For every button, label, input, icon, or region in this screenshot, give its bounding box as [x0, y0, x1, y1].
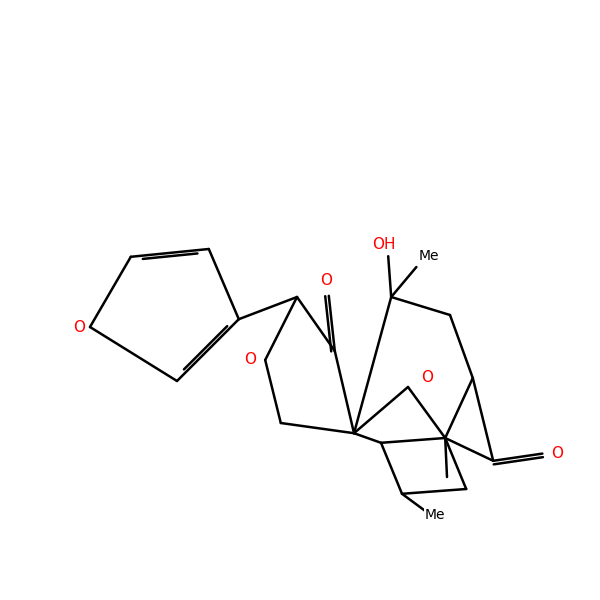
Text: Me: Me [418, 249, 439, 263]
Text: O: O [320, 273, 332, 288]
Text: O: O [421, 371, 433, 386]
Text: O: O [73, 319, 85, 335]
Text: O: O [244, 352, 256, 367]
Text: O: O [551, 446, 563, 461]
Text: Me: Me [425, 508, 445, 522]
Text: OH: OH [372, 237, 396, 252]
